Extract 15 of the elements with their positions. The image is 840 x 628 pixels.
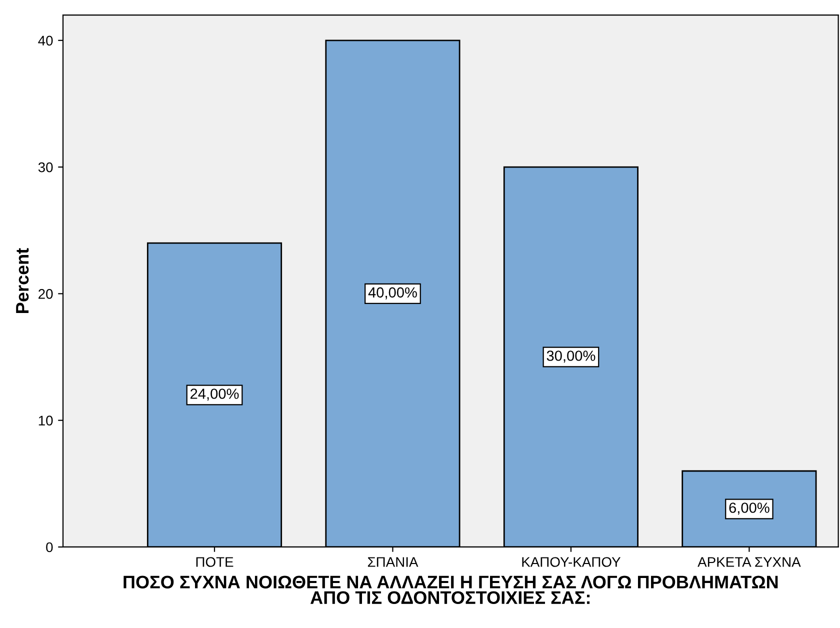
y-tick-label: 40 <box>38 36 53 46</box>
y-tick-label: 10 <box>38 416 53 426</box>
y-tick-label: 20 <box>38 289 53 299</box>
y-tick-label: 30 <box>38 162 53 172</box>
x-tick-label: ΚΑΠΟΥ-ΚΑΠΟΥ <box>522 557 621 567</box>
x-axis-title: ΠΟΣΟ ΣΥΧΝΑ ΝΟΙΩΘΕΤΕ ΝΑ ΑΛΛΑΖΕΙ Η ΓΕΥΣΗ ΣΑΣ ΛΟΓΩ ΠΡΟΒΛΗΜΑΤΩΝ ΑΠΟ ΤΙΣ ΟΔΟΝΤΟΣΤΟΙΧΙΕΣ ΣΑΣ: <box>124 576 778 604</box>
y-tick-label: 0 <box>46 542 53 552</box>
x-tick-label: ΠΟΤΕ <box>196 557 234 567</box>
data-label: 24,00% <box>190 388 239 401</box>
data-label: 30,00% <box>546 350 596 363</box>
x-tick-label: ΣΠΑΝΙΑ <box>368 557 418 567</box>
data-label: 6,00% <box>729 502 770 515</box>
data-label: 40,00% <box>368 287 417 300</box>
x-tick-label: ΑΡΚΕΤΑ ΣΥΧΝΑ <box>698 557 801 567</box>
y-axis-title: Percent <box>16 248 29 313</box>
